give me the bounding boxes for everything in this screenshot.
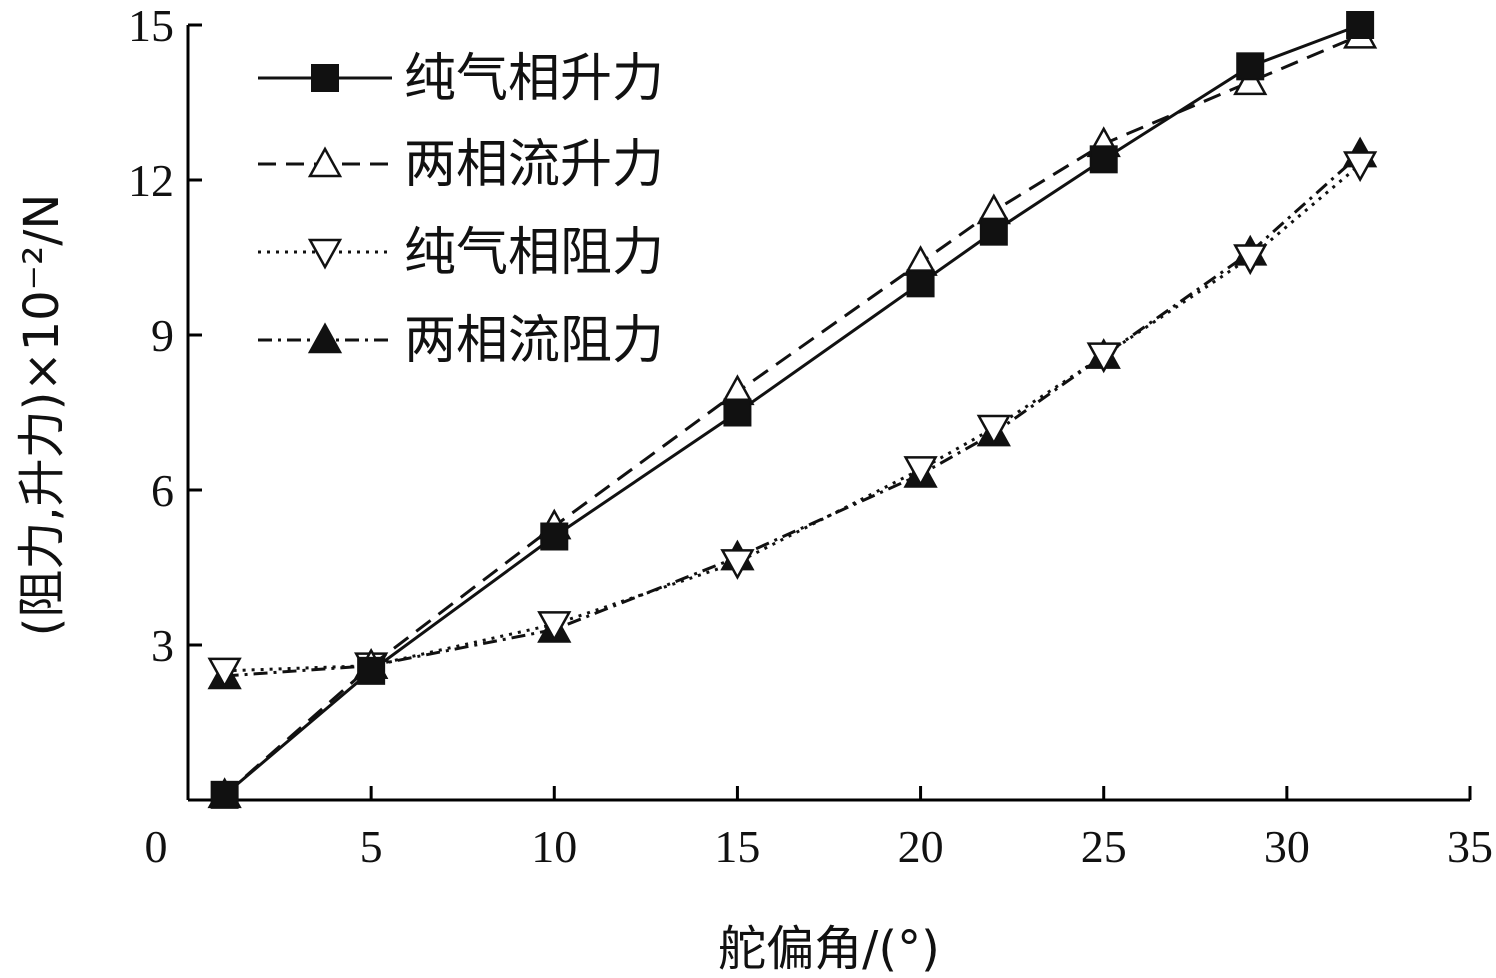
point-marker [307, 322, 343, 354]
axes [186, 25, 1470, 802]
series-line [223, 33, 1361, 796]
point-marker [307, 146, 343, 178]
point-marker [1346, 11, 1375, 39]
x-axis-title: 舵偏角/(°) [718, 921, 940, 977]
point-marker [1236, 52, 1265, 81]
legend-label: 纯气相升力 [404, 49, 664, 109]
legend-label: 纯气相阻力 [404, 223, 664, 283]
point-marker [1089, 145, 1118, 174]
point-marker [979, 217, 1008, 246]
point-marker [720, 549, 755, 580]
series-2 [207, 17, 1378, 809]
x-tick-label: 25 [1081, 821, 1127, 872]
legend-item: 两相流升力 [258, 135, 664, 195]
y-tick-label: 3 [151, 620, 174, 671]
series-4 [207, 136, 1378, 690]
series-layer [207, 11, 1378, 809]
legend-item: 纯气相阻力 [258, 223, 664, 283]
point-marker [903, 456, 938, 487]
x-ticks: 0 5 10 15 20 25 30 35 [145, 786, 1493, 872]
series-line [224, 163, 1362, 673]
point-marker [210, 780, 239, 809]
y-tick-label: 6 [151, 465, 174, 516]
point-marker [540, 522, 569, 551]
x-tick-label: 35 [1447, 821, 1493, 872]
point-marker [1342, 151, 1378, 183]
series-1 [210, 11, 1375, 809]
y-tick-label: 9 [151, 310, 174, 361]
point-marker [1233, 244, 1268, 276]
x-tick-label: 15 [714, 821, 760, 872]
point-marker [311, 64, 339, 92]
point-marker [307, 238, 343, 270]
x-tick-label: 0 [145, 821, 168, 872]
legend-item: 纯气相升力 [258, 49, 664, 109]
x-tick-label: 20 [898, 821, 944, 872]
point-marker [906, 269, 935, 298]
point-marker [357, 656, 386, 685]
x-tick-label: 30 [1264, 821, 1310, 872]
y-tick-label: 12 [128, 155, 174, 206]
point-marker [976, 414, 1011, 446]
legend-label: 两相流阻力 [404, 311, 664, 371]
point-marker [207, 657, 242, 689]
y-tick-label: 15 [128, 0, 174, 51]
x-tick-label: 10 [531, 821, 577, 872]
x-tick-label: 5 [360, 821, 383, 872]
legend-item: 两相流阻力 [258, 311, 664, 371]
y-ticks: 3 6 9 12 15 [128, 0, 202, 671]
series-line [223, 23, 1361, 796]
series-3 [207, 151, 1378, 689]
point-marker [1233, 64, 1268, 96]
series-line [224, 153, 1362, 678]
point-marker [723, 398, 752, 427]
point-marker [1086, 342, 1121, 374]
y-axis-title: (阻力,升力)×10⁻²/N [14, 194, 70, 637]
point-marker [537, 611, 572, 642]
legend-label: 两相流升力 [404, 135, 664, 195]
